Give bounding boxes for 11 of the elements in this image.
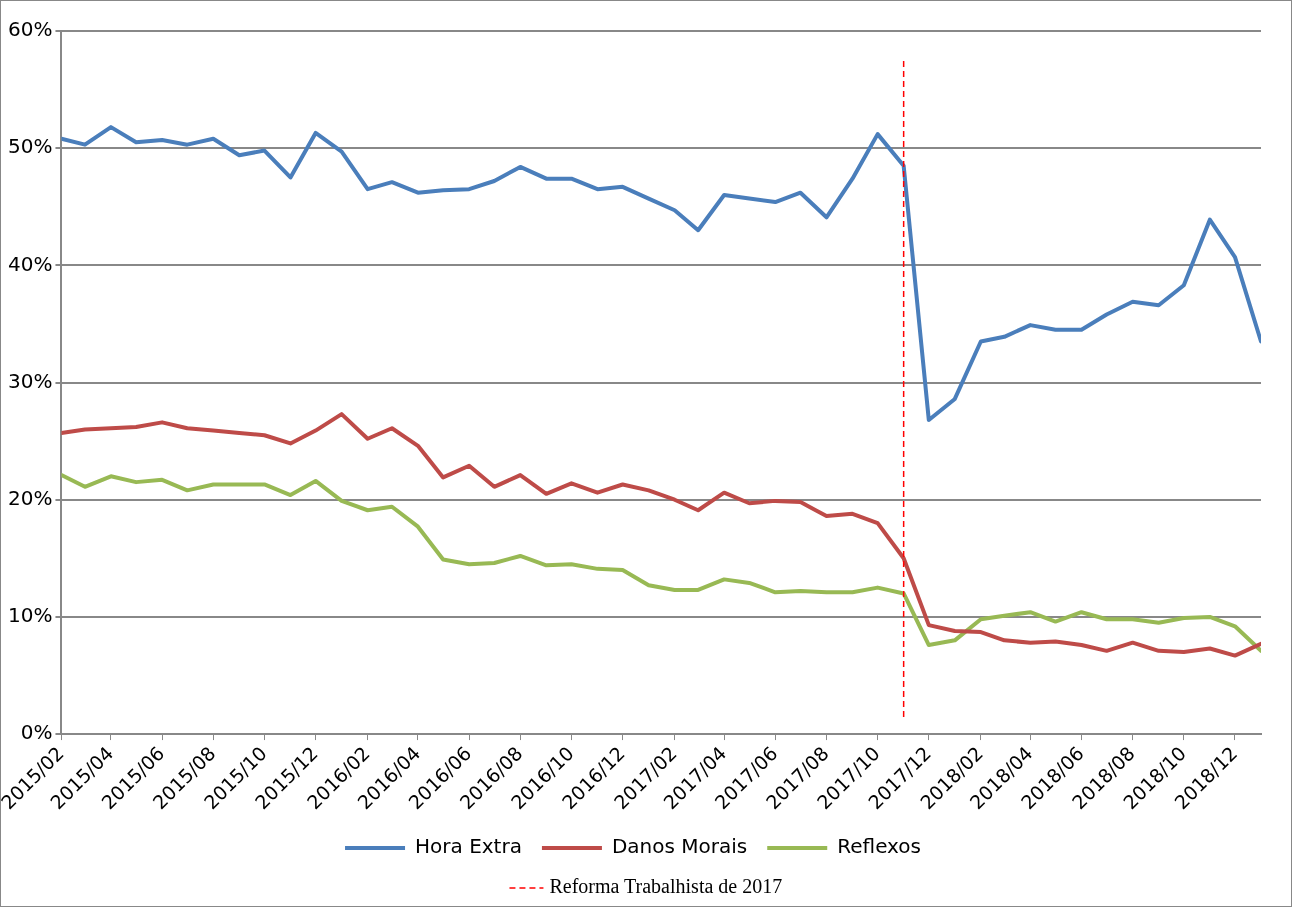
y-tick-label: 20% [8,485,53,510]
legend-label: Hora Extra [415,834,522,859]
legend-label: Danos Morais [611,834,748,859]
y-tick-label: 10% [8,603,53,628]
y-tick-label: 60% [8,17,53,42]
y-tick-label: 50% [8,134,53,159]
legend-label: Reflexos [837,834,921,859]
y-tick-label: 40% [8,251,53,276]
y-tick-label: 0% [20,720,53,745]
legend-label: Reforma Trabalhista de 2017 [549,875,783,898]
y-tick-label: 30% [8,368,53,393]
